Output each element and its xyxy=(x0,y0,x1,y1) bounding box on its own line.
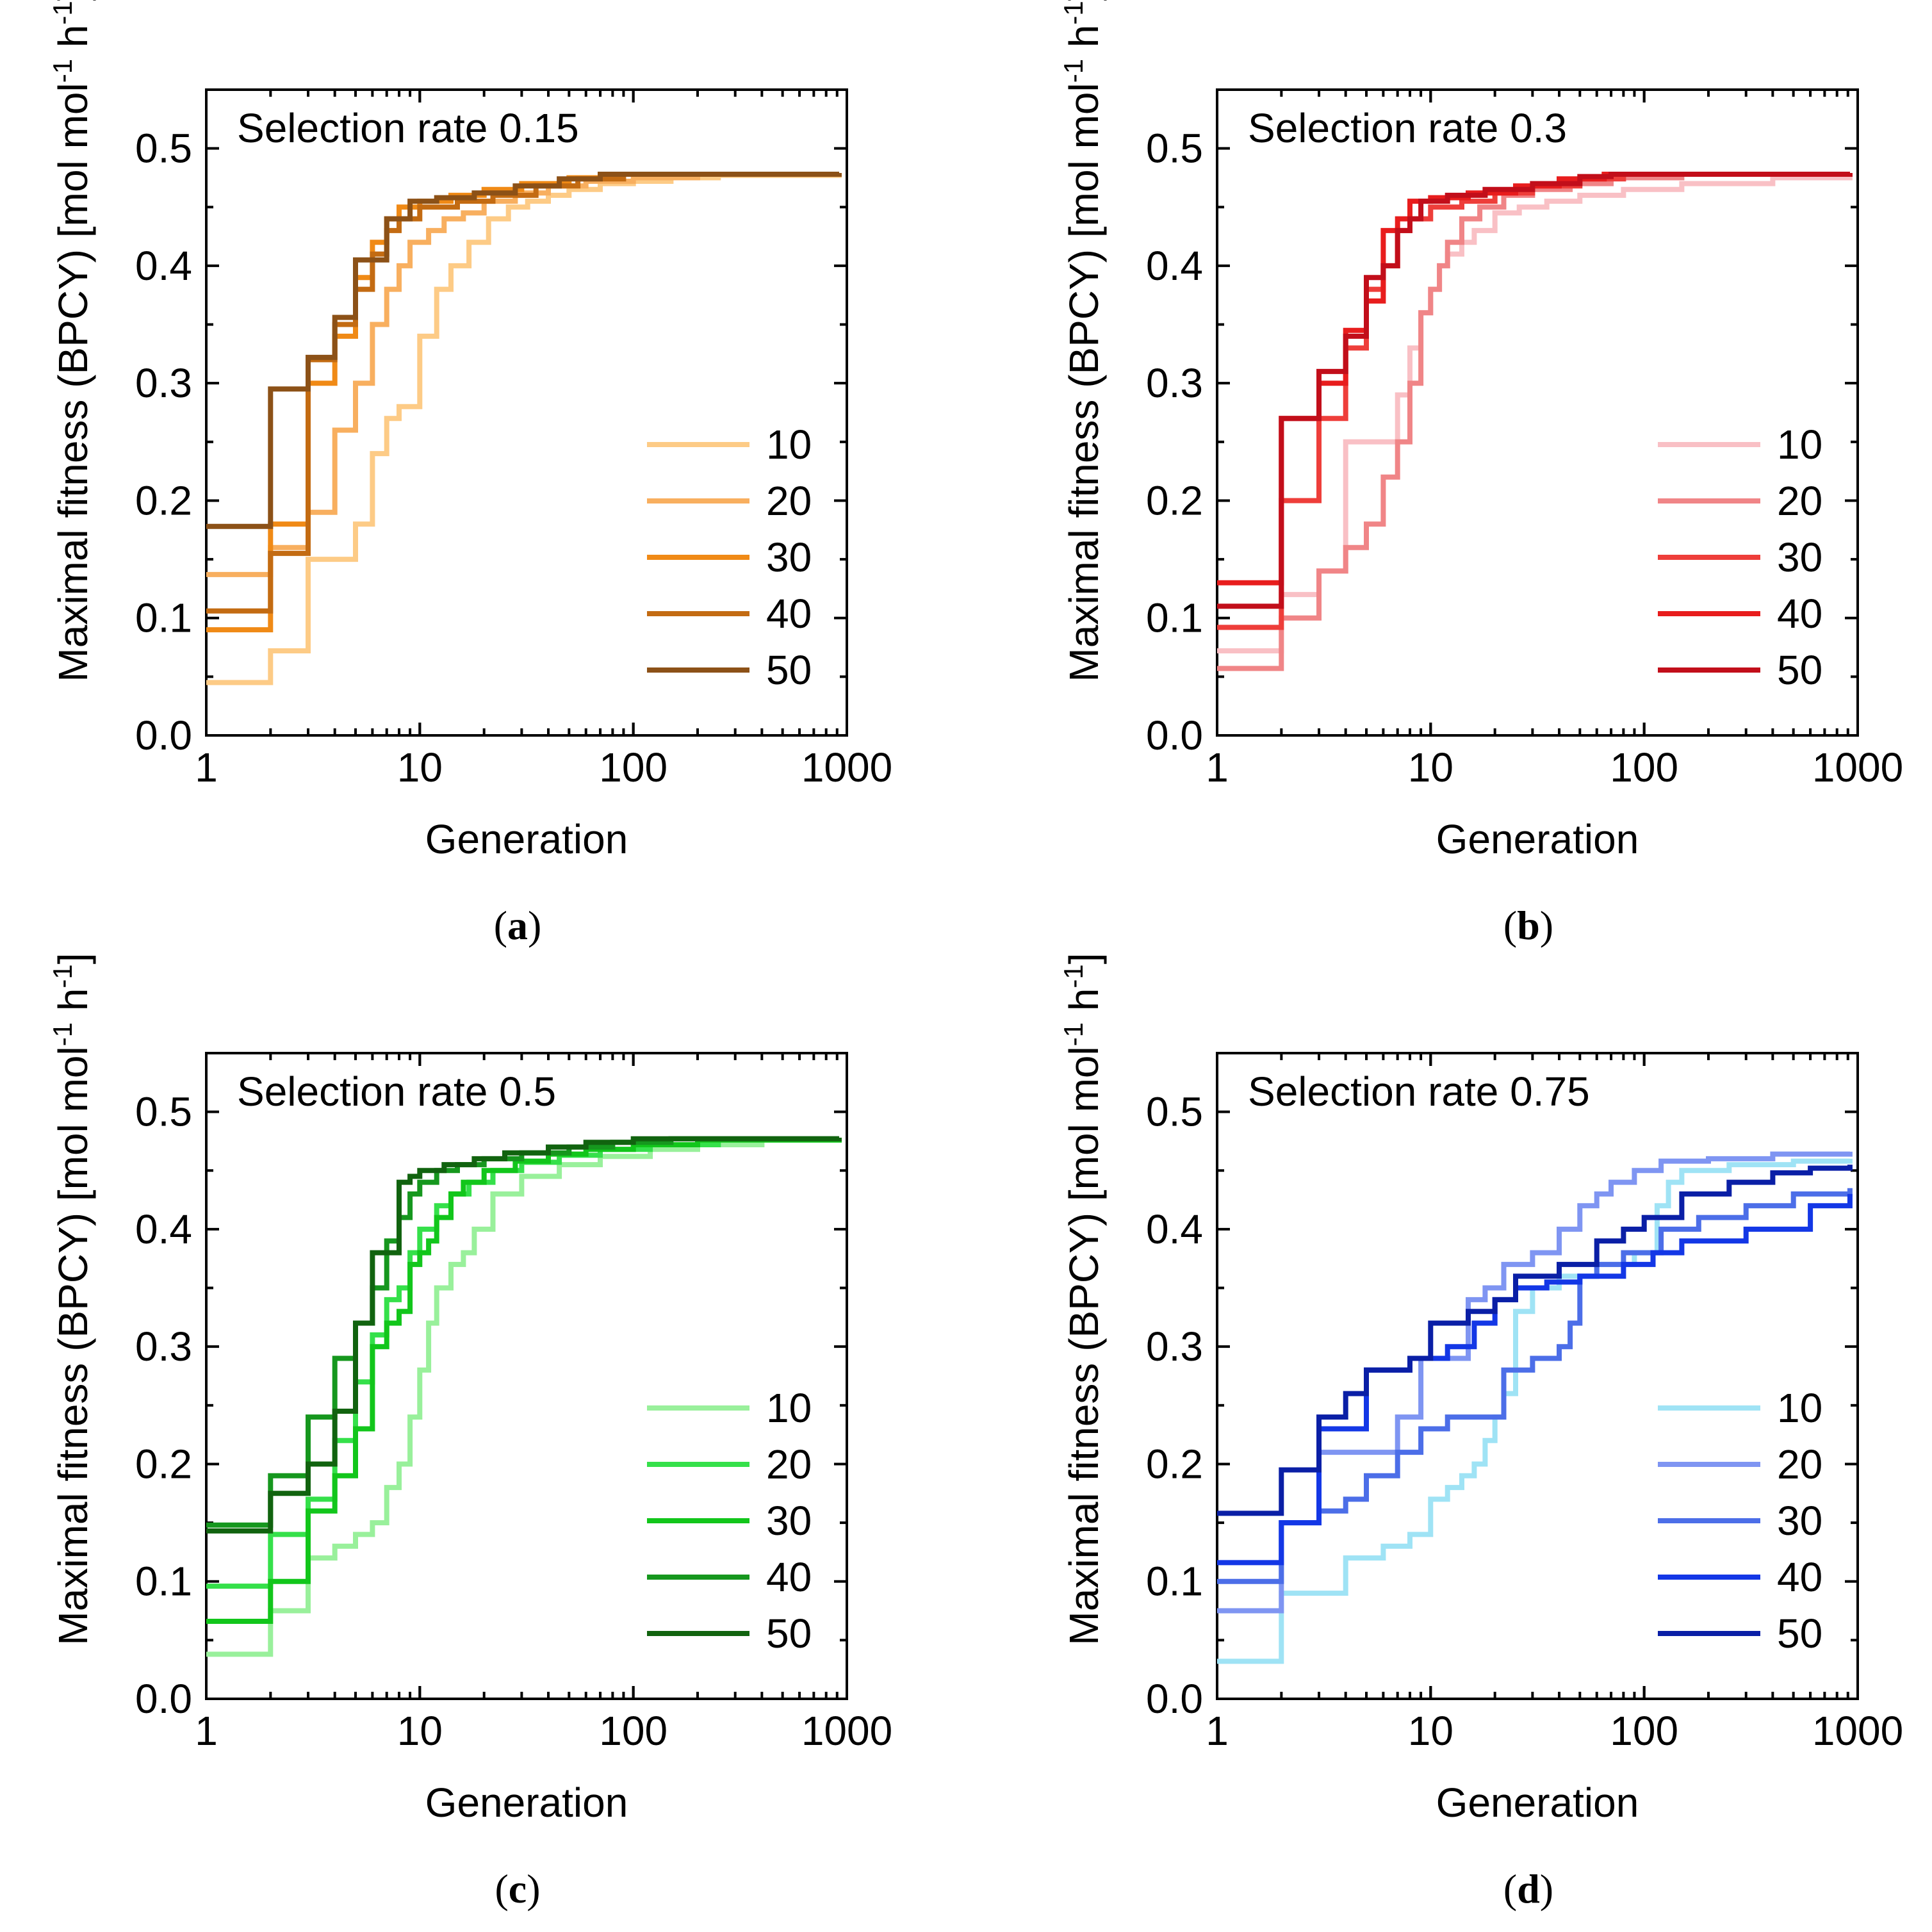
x-tick-label: 10 xyxy=(1408,1708,1453,1754)
x-tick-label: 10 xyxy=(397,1708,443,1754)
legend-label-30: 30 xyxy=(766,534,812,580)
y-tick-label: 0.2 xyxy=(1146,477,1203,523)
series-line-10 xyxy=(206,172,842,685)
y-tick-label: 0.5 xyxy=(135,1089,192,1135)
plot-frame xyxy=(1216,1052,1859,1700)
x-tick-label: 1000 xyxy=(1812,744,1903,790)
chart-panel-b: 1 10 100 1000 0.0 0.1 0.2 0.3 0.4 0.5 Selection ra… xyxy=(1058,0,1903,948)
y-tick-label: 0.4 xyxy=(1146,1206,1203,1252)
y-axis-label: Maximal fitness (BPCY) [mol mol-1 h-1] xyxy=(47,0,96,682)
x-tick-label: 100 xyxy=(1610,1708,1678,1754)
y-tick-label: 0.3 xyxy=(1146,1323,1203,1370)
y-axis-label: Maximal fitness (BPCY) [mol mol-1 h-1] xyxy=(1058,0,1107,682)
y-axis-label: Maximal fitness (BPCY) [mol mol-1 h-1] xyxy=(47,953,96,1645)
legend-label-30: 30 xyxy=(1777,1498,1822,1544)
y-axis-label: Maximal fitness (BPCY) [mol mol-1 h-1] xyxy=(1058,953,1107,1645)
legend-label-50: 50 xyxy=(766,647,812,693)
y-tick-label: 0.5 xyxy=(135,126,192,172)
plot-frame xyxy=(1216,88,1859,737)
x-tick-label: 1 xyxy=(1206,1708,1229,1754)
legend-label-10: 10 xyxy=(766,422,812,468)
legend-label-10: 10 xyxy=(1777,1385,1822,1431)
legend-label-20: 20 xyxy=(1777,1441,1822,1487)
legend-label-10: 10 xyxy=(1777,422,1822,468)
series-line-20 xyxy=(206,172,842,577)
y-tick-label: 0.0 xyxy=(1146,1676,1203,1722)
legend-label-10: 10 xyxy=(766,1385,812,1431)
x-axis-label: Generation xyxy=(1436,1780,1639,1826)
legend-label-50: 50 xyxy=(1777,647,1822,693)
series-line-30 xyxy=(206,172,842,633)
x-tick-label: 1 xyxy=(195,1708,218,1754)
legend-label-50: 50 xyxy=(766,1610,812,1657)
legend-label-40: 40 xyxy=(1777,1554,1822,1600)
x-axis-label: Generation xyxy=(1436,816,1639,862)
panel-caption: (c) xyxy=(495,1866,540,1912)
y-tick-label: 0.0 xyxy=(135,712,192,758)
legend-label-40: 40 xyxy=(1777,591,1822,637)
panel-caption: (d) xyxy=(1503,1866,1553,1912)
series-line-10 xyxy=(206,1137,842,1657)
y-tick-label: 0.3 xyxy=(1146,360,1203,406)
y-tick-label: 0.1 xyxy=(135,595,192,641)
y-tick-label: 0.1 xyxy=(1146,595,1203,641)
x-tick-label: 100 xyxy=(599,744,667,790)
series-line-30 xyxy=(206,1137,842,1624)
panel-title: Selection rate 0.15 xyxy=(237,105,579,151)
x-tick-label: 1000 xyxy=(801,1708,892,1754)
legend-label-40: 40 xyxy=(766,591,812,637)
series-line-50 xyxy=(1217,1165,1853,1516)
chart-panel-a: 1 10 100 1000 0.0 0.1 0.2 0.3 0.4 0.5 Selection ra… xyxy=(47,0,892,948)
y-tick-label: 0.3 xyxy=(135,360,192,406)
x-tick-label: 100 xyxy=(599,1708,667,1754)
x-tick-label: 10 xyxy=(397,744,443,790)
panel-caption: (b) xyxy=(1503,903,1553,948)
panel-title: Selection rate 0.5 xyxy=(237,1068,556,1115)
y-tick-label: 0.2 xyxy=(135,1441,192,1487)
y-tick-label: 0.2 xyxy=(1146,1441,1203,1487)
x-axis-label: Generation xyxy=(425,1780,628,1826)
legend-label-50: 50 xyxy=(1777,1610,1822,1657)
series-line-20 xyxy=(1217,1151,1853,1614)
y-tick-label: 0.5 xyxy=(1146,126,1203,172)
y-tick-label: 0.4 xyxy=(135,243,192,289)
y-tick-label: 0.1 xyxy=(1146,1559,1203,1605)
chart-panel-c: 1 10 100 1000 0.0 0.1 0.2 0.3 0.4 0.5 Selection ra… xyxy=(47,953,892,1912)
x-tick-label: 1 xyxy=(1206,744,1229,790)
legend-label-30: 30 xyxy=(1777,534,1822,580)
y-tick-label: 0.3 xyxy=(135,1323,192,1370)
series-line-50 xyxy=(206,172,842,529)
y-tick-label: 0.4 xyxy=(135,1206,192,1252)
x-tick-label: 1 xyxy=(195,744,218,790)
plot-frame xyxy=(205,1052,848,1700)
series-line-10 xyxy=(1217,175,1853,653)
series-line-50 xyxy=(206,1136,842,1534)
x-axis-label: Generation xyxy=(425,816,628,862)
legend-label-20: 20 xyxy=(1777,478,1822,524)
legend-label-20: 20 xyxy=(766,478,812,524)
legend-label-30: 30 xyxy=(766,1498,812,1544)
x-tick-label: 100 xyxy=(1610,744,1678,790)
chart-panel-d: 1 10 100 1000 0.0 0.1 0.2 0.3 0.4 0.5 Selection ra… xyxy=(1058,953,1903,1912)
series-line-30 xyxy=(1217,1188,1853,1584)
y-tick-label: 0.2 xyxy=(135,477,192,523)
series-line-40 xyxy=(1217,172,1853,585)
panel-title: Selection rate 0.3 xyxy=(1248,105,1567,151)
panel-title: Selection rate 0.75 xyxy=(1248,1068,1590,1115)
legend-label-20: 20 xyxy=(766,1441,812,1487)
y-tick-label: 0.4 xyxy=(1146,243,1203,289)
y-tick-label: 0.5 xyxy=(1146,1089,1203,1135)
legend-label-40: 40 xyxy=(766,1554,812,1600)
panel-caption: (a) xyxy=(494,903,542,948)
series-line-50 xyxy=(1217,172,1853,609)
plot-frame xyxy=(205,88,848,737)
y-tick-label: 0.0 xyxy=(135,1676,192,1722)
y-tick-label: 0.1 xyxy=(135,1559,192,1605)
x-tick-label: 1000 xyxy=(801,744,892,790)
y-tick-label: 0.0 xyxy=(1146,712,1203,758)
x-tick-label: 1000 xyxy=(1812,1708,1903,1754)
x-tick-label: 10 xyxy=(1408,744,1453,790)
series-line-40 xyxy=(1217,1193,1853,1566)
